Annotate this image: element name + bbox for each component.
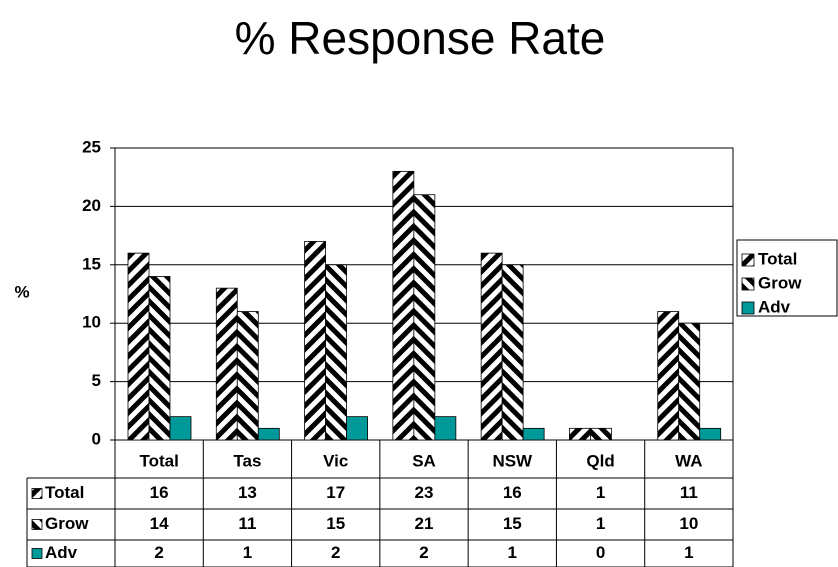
table-cell: 16 [150,483,169,502]
bar [169,416,192,441]
legend-key [741,253,755,267]
y-tick-label: 15 [82,254,101,273]
bar [325,264,347,441]
table-cell: 0 [596,543,605,562]
table-legend-key [31,488,43,499]
table-cell: 1 [243,543,252,562]
bar [215,287,238,441]
legend-key [741,301,755,315]
table-cell: 15 [503,514,522,533]
table-cell: 2 [419,543,428,562]
x-tick-label: NSW [492,451,533,470]
table-cell: 21 [415,514,434,533]
bar [127,252,150,441]
bar [148,276,171,441]
table-cell: 1 [596,483,605,502]
y-tick-label: 5 [92,371,101,390]
table-row-label: Total [45,483,84,502]
table-cell: 11 [680,483,698,502]
table-cell: 16 [503,483,522,502]
x-tick-label: Tas [233,451,261,470]
x-tick-label: SA [412,451,436,470]
table-cell: 11 [238,514,256,533]
bar [392,170,415,441]
bar [434,416,457,441]
legend-key [741,277,755,291]
table-cell: 14 [150,514,169,533]
table-cell: 17 [326,483,345,502]
table-cell: 2 [331,543,340,562]
bar [257,427,280,441]
table-cell: 1 [684,543,693,562]
x-tick-label: Qld [586,451,614,470]
bar [346,416,368,441]
bar [413,194,436,441]
bar [590,427,612,441]
bar [480,252,503,441]
x-tick-label: Vic [323,451,348,470]
table-cell: 10 [679,514,698,533]
table-cell: 23 [415,483,434,502]
legend-label: Adv [758,297,791,316]
table-row-label: Adv [45,543,78,562]
legend-label: Total [758,249,797,268]
x-tick-label: WA [675,451,702,470]
y-tick-label: 10 [82,313,101,332]
table-cell: 1 [596,514,605,533]
table-cell: 2 [154,543,163,562]
table-cell: 13 [238,483,257,502]
table-legend-key [31,548,43,559]
y-tick-label: 25 [82,137,101,156]
x-tick-label: Total [139,451,178,470]
chart-title: % Response Rate [235,12,606,64]
bar [304,241,326,441]
bar [678,322,701,441]
table-row-label: Grow [45,514,89,533]
bar [522,427,545,441]
y-tick-label: 20 [82,196,101,215]
bar [657,311,680,441]
legend-label: Grow [758,273,802,292]
table-cell: 15 [326,514,345,533]
table-legend-key [31,519,43,530]
y-tick-label: 0 [92,429,101,448]
bar [699,427,722,441]
y-axis-label: % [14,282,29,301]
bar [569,427,591,441]
bar [236,311,259,441]
table-cell: 1 [508,543,517,562]
bar [501,264,524,441]
